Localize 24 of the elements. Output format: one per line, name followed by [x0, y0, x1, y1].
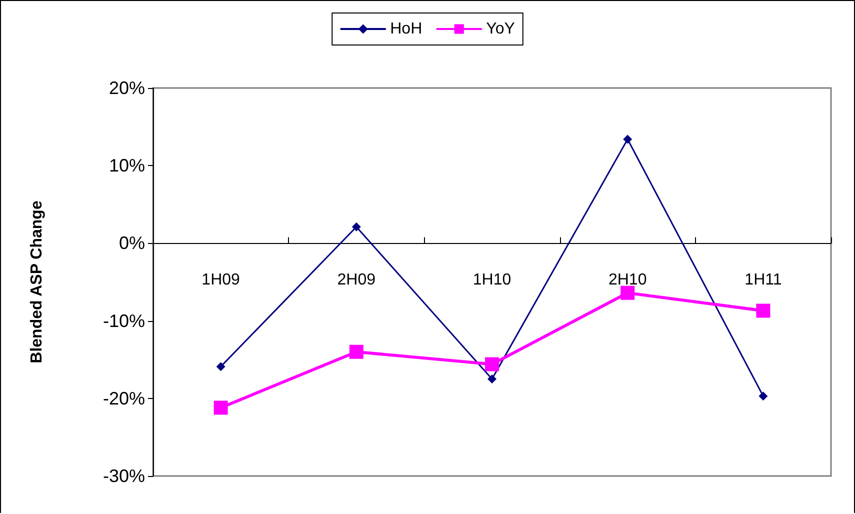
point — [623, 134, 632, 144]
point — [485, 357, 499, 372]
legend-label: YoY — [486, 20, 516, 38]
y-tick-label: 10% — [108, 156, 145, 176]
point — [620, 286, 635, 300]
y-tick-label: -20% — [102, 388, 145, 408]
x-tick-label: 1H10 — [472, 272, 512, 289]
point — [756, 304, 770, 318]
point — [349, 344, 364, 359]
point — [214, 400, 228, 415]
x-tick-label: 1H09 — [202, 272, 240, 289]
x-tick-label: 2H10 — [608, 272, 647, 289]
point — [216, 362, 226, 372]
x-tick-label: 1H11 — [744, 272, 782, 289]
point — [488, 374, 496, 384]
point — [758, 392, 768, 401]
point — [352, 222, 361, 232]
y-axis-title: Blended ASP Change — [28, 200, 46, 364]
y-tick-label: 20% — [108, 78, 145, 98]
y-tick-label: 0% — [118, 233, 145, 254]
x-tick-label: 2H09 — [337, 272, 376, 289]
legend-label: HoH — [390, 20, 422, 38]
y-tick-label: -30% — [102, 466, 145, 486]
y-tick-label: -10% — [102, 310, 145, 331]
